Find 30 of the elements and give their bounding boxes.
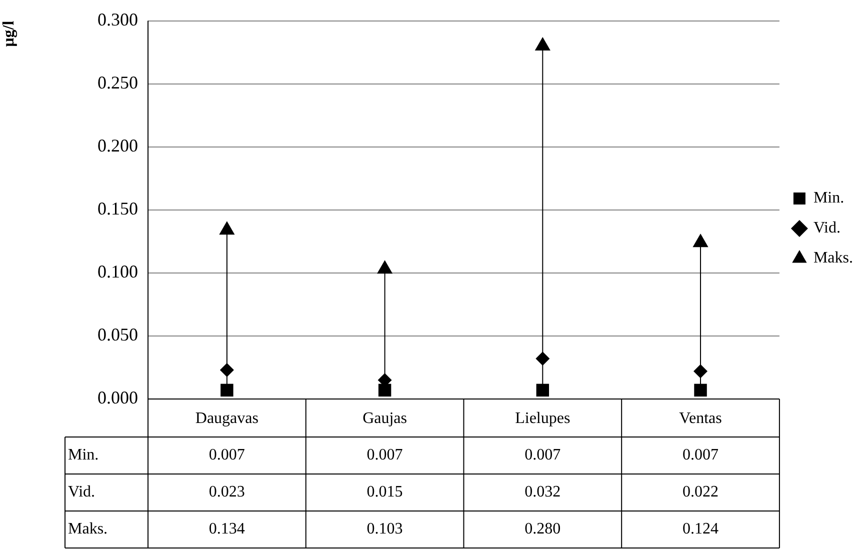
y-tick-label: 0.250 <box>98 72 138 93</box>
text: Vid. <box>68 484 96 501</box>
data-label: 0.124 <box>682 520 719 538</box>
data-label: 0.015 <box>366 484 403 501</box>
data-label: 0.103 <box>366 520 403 538</box>
data-label: 0.007 <box>208 446 245 464</box>
legend-label: Vid. <box>813 220 840 237</box>
y-tick-label: 0.150 <box>98 198 138 219</box>
text: Maks. <box>68 520 108 538</box>
data-label: 0.007 <box>682 446 719 464</box>
data-label: 0.280 <box>524 520 561 538</box>
legend-label: Min. <box>813 190 844 207</box>
data-label: 0.007 <box>366 446 403 464</box>
y-tick-label: 0.200 <box>98 136 138 156</box>
y-axis-title: µg/l <box>0 20 18 47</box>
x-tick-label: Gaujas <box>362 410 408 427</box>
y-tick-label: 0.100 <box>98 262 138 282</box>
y-tick-label: 0.000 <box>98 388 138 408</box>
x-tick-label: Daugavas <box>195 410 258 427</box>
data-label: 0.007 <box>524 446 561 464</box>
y-tick-label: 0.050 <box>98 324 138 345</box>
legend-label: Maks. <box>813 250 854 267</box>
data-label: 0.032 <box>524 484 561 501</box>
data-label: 0.023 <box>208 484 245 501</box>
data-label: 0.134 <box>208 520 245 538</box>
y-tick-label: 0.300 <box>98 10 138 30</box>
x-tick-label: Ventas <box>679 410 722 427</box>
x-tick-label: Lielupes <box>515 410 570 427</box>
data-label: 0.022 <box>682 484 719 501</box>
text: Min. <box>68 446 99 464</box>
